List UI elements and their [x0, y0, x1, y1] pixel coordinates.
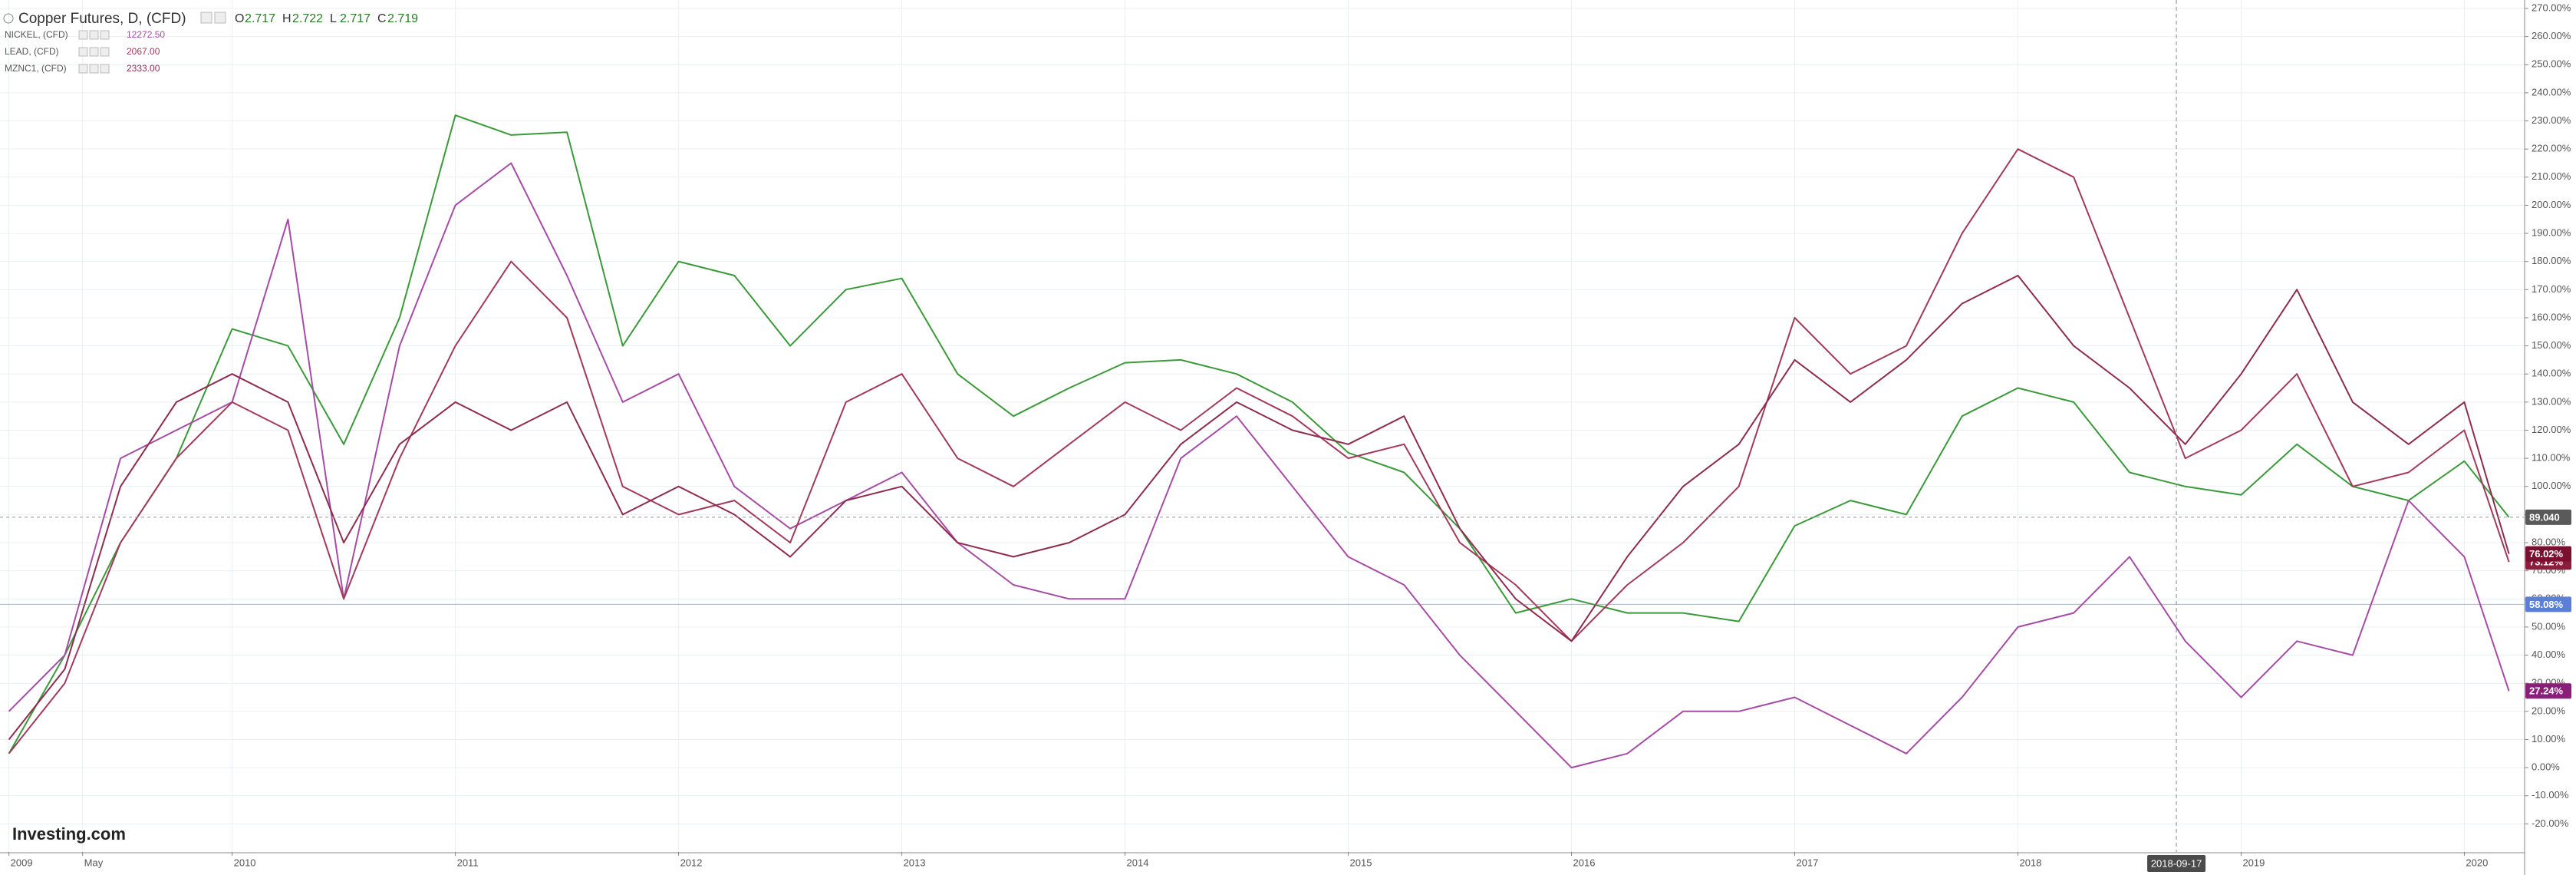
series-line [8, 275, 2510, 741]
y-tick-label: 120.00% [2532, 424, 2571, 435]
logo: Investing.com [12, 824, 126, 844]
y-tick-label: 20.00% [2532, 705, 2566, 716]
legend-icon[interactable] [78, 30, 88, 40]
x-tick-label: 2009 [11, 857, 33, 868]
legend-icon[interactable] [100, 64, 110, 74]
collapse-icon[interactable] [3, 13, 14, 24]
y-tick-label: 240.00% [2532, 86, 2571, 97]
y-tick-label: 160.00% [2532, 311, 2571, 322]
legend-icon[interactable] [100, 30, 110, 40]
legend-value: 12272.50 [127, 29, 165, 40]
last-value-box [2525, 683, 2571, 699]
y-tick-label: 130.00% [2532, 395, 2571, 407]
ohlc-key: L [330, 12, 337, 25]
x-tick-label: May [84, 857, 104, 868]
legend-icon[interactable] [100, 47, 110, 57]
series-line [8, 162, 2510, 769]
ohlc-key: O [235, 12, 244, 25]
series-line [8, 114, 2510, 754]
ohlc-value: 2.719 [387, 12, 418, 25]
legend-icon[interactable] [78, 64, 88, 74]
y-tick-label: 140.00% [2532, 368, 2571, 379]
y-tick-label: 110.00% [2532, 452, 2571, 464]
ohlc-value: 2.722 [292, 12, 323, 25]
x-tick-label: 2010 [234, 857, 256, 868]
legend-icon[interactable] [89, 64, 99, 74]
x-tick-label: 2015 [1350, 857, 1372, 868]
y-tick-label: 230.00% [2532, 114, 2571, 126]
y-tick-label: 200.00% [2532, 199, 2571, 210]
y-tick-label: -20.00% [2532, 817, 2569, 829]
legend-icon[interactable] [89, 47, 99, 57]
legend-name[interactable]: MZNC1, (CFD) [5, 63, 67, 74]
legend-name[interactable]: LEAD, (CFD) [5, 46, 59, 57]
x-tick-label: 2012 [680, 857, 703, 868]
y-tick-label: 80.00% [2532, 536, 2566, 547]
last-value-label: 27.24% [2529, 685, 2564, 697]
y-tick-label: 10.00% [2532, 733, 2566, 745]
series-line [8, 148, 2510, 754]
chart-title: Copper Futures, D, (CFD) [18, 11, 186, 27]
legend-name[interactable]: NICKEL, (CFD) [5, 29, 68, 40]
y-tick-label: 190.00% [2532, 227, 2571, 239]
legend-value: 2333.00 [127, 63, 160, 74]
x-tick-label: 2013 [904, 857, 926, 868]
legend-icon[interactable] [78, 47, 88, 57]
y-tick-label: 50.00% [2532, 620, 2566, 632]
legend-value: 2067.00 [127, 46, 160, 57]
last-value-label: 89.040 [2529, 511, 2560, 523]
x-tick-label: 2016 [1573, 857, 1596, 868]
eye-icon[interactable] [200, 12, 212, 24]
x-tick-label: 2018 [2019, 857, 2041, 868]
y-tick-label: -10.00% [2532, 789, 2569, 801]
x-tick-label: 2014 [1127, 857, 1149, 868]
y-tick-label: 0.00% [2532, 761, 2560, 773]
crosshair-x-label-box [2147, 855, 2206, 872]
last-value-box [2525, 546, 2571, 562]
last-value-box [2525, 509, 2571, 525]
y-tick-label: 100.00% [2532, 480, 2571, 491]
x-tick-label: 2011 [457, 857, 479, 868]
x-tick-label: 2020 [2466, 857, 2488, 868]
y-tick-label: 180.00% [2532, 255, 2571, 266]
y-tick-label: 220.00% [2532, 143, 2571, 154]
y-tick-label: 170.00% [2532, 283, 2571, 295]
x-tick-label: 2019 [2242, 857, 2265, 868]
crosshair-x-label: 2018-09-17 [2151, 857, 2202, 869]
y-tick-label: 250.00% [2532, 58, 2571, 70]
y-tick-label: 150.00% [2532, 339, 2571, 351]
legend: Copper Futures, D, (CFD) O 2.717 H 2.722 L 2.… [3, 11, 418, 74]
crosshair-y-label-box [2525, 596, 2571, 612]
x-tick-label: 2017 [1796, 857, 1818, 868]
plot [8, 114, 2510, 769]
ohlc-value: 2.717 [340, 12, 371, 25]
last-value-label: 76.02% [2529, 548, 2564, 560]
ohlc-value: 2.717 [245, 12, 275, 25]
y-tick-label: 210.00% [2532, 170, 2571, 182]
crosshair-y-label: 58.08% [2529, 599, 2564, 610]
legend-icon[interactable] [89, 30, 99, 40]
ohlc-key: H [282, 12, 292, 25]
y-tick-label: 270.00% [2532, 2, 2571, 13]
y-tick-label: 260.00% [2532, 30, 2571, 41]
ohlc-key: C [377, 12, 387, 25]
settings-icon[interactable] [214, 12, 226, 24]
y-tick-label: 40.00% [2532, 649, 2566, 660]
